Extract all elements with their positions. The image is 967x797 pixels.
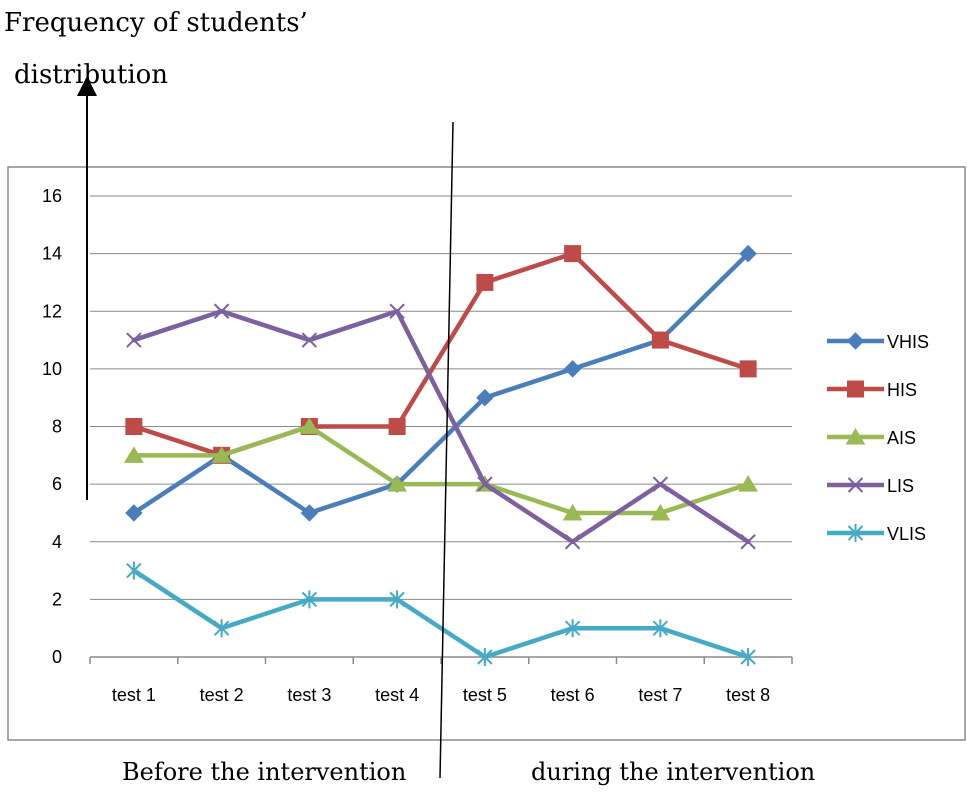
data-point-vhis xyxy=(125,504,143,522)
legend-label-ais: AIS xyxy=(887,428,916,448)
x-tick-label: test 5 xyxy=(463,685,507,705)
data-point-lis xyxy=(652,476,669,492)
x-tick-label: test 7 xyxy=(638,685,682,705)
x-tick-label: test 4 xyxy=(375,685,419,705)
legend-marker-vhis xyxy=(846,332,865,350)
y-tick-label: 12 xyxy=(42,301,62,321)
data-point-ais xyxy=(211,446,232,463)
data-point-vlis xyxy=(740,648,756,666)
data-point-his xyxy=(125,418,143,435)
data-point-vhis xyxy=(300,504,319,522)
during-intervention-label: during the intervention xyxy=(531,758,816,786)
y-tick-label: 14 xyxy=(42,244,62,264)
intervention-divider-line xyxy=(439,121,454,779)
data-point-ais xyxy=(562,503,583,521)
series-line-vhis xyxy=(131,251,751,516)
y-tick-label: 10 xyxy=(42,359,62,379)
data-point-lis xyxy=(213,303,230,319)
before-intervention-label: Before the intervention xyxy=(122,758,407,786)
legend-marker-ais xyxy=(845,428,866,445)
data-point-lis xyxy=(477,476,493,492)
data-point-his xyxy=(476,273,494,291)
data-point-his xyxy=(388,418,406,435)
data-point-vlis xyxy=(564,619,581,638)
y-tick-label: 6 xyxy=(52,474,62,494)
data-point-lis xyxy=(389,303,405,319)
data-point-ais xyxy=(123,446,144,463)
legend-marker-lis xyxy=(847,477,864,493)
series-line-vlis xyxy=(131,568,751,660)
data-point-his xyxy=(739,360,757,378)
legend-label-his: HIS xyxy=(887,380,917,400)
y-tick-label: 16 xyxy=(42,186,62,206)
y-tick-label: 8 xyxy=(52,417,62,437)
series-line-lis xyxy=(131,309,751,544)
data-point-ais xyxy=(387,475,408,492)
series-line-ais xyxy=(131,424,751,516)
data-point-his xyxy=(564,245,582,263)
legend-marker-his xyxy=(847,380,864,398)
data-point-his xyxy=(651,331,669,349)
data-point-vlis xyxy=(652,619,669,638)
y-tick-label: 2 xyxy=(52,589,62,609)
x-tick-label: test 3 xyxy=(287,685,331,705)
data-point-vlis xyxy=(389,590,405,609)
data-point-vhis xyxy=(476,388,494,407)
x-tick-label: test 6 xyxy=(551,685,595,705)
data-point-lis xyxy=(740,534,756,550)
y-axis-label-line1: Frequency of students’ xyxy=(4,8,308,38)
legend-label-vhis: VHIS xyxy=(887,332,929,352)
data-point-lis xyxy=(564,534,581,550)
data-point-vhis xyxy=(563,360,582,378)
data-point-vlis xyxy=(213,619,230,638)
y-tick-label: 0 xyxy=(52,647,62,667)
legend-marker-vlis xyxy=(847,524,864,542)
data-point-ais xyxy=(299,417,320,434)
legend-label-lis: LIS xyxy=(887,476,914,496)
data-point-vlis xyxy=(126,561,142,580)
data-point-vlis xyxy=(301,590,318,609)
y-tick-label: 4 xyxy=(52,532,62,552)
x-tick-label: test 2 xyxy=(200,685,244,705)
data-point-vhis xyxy=(739,244,757,263)
data-point-ais xyxy=(738,475,759,492)
data-point-vlis xyxy=(477,648,493,666)
data-point-lis xyxy=(126,332,142,348)
data-point-ais xyxy=(650,503,671,521)
legend-label-vlis: VLIS xyxy=(887,524,926,544)
x-tick-label: test 1 xyxy=(112,685,156,705)
data-point-lis xyxy=(301,332,318,348)
x-tick-label: test 8 xyxy=(726,685,770,705)
